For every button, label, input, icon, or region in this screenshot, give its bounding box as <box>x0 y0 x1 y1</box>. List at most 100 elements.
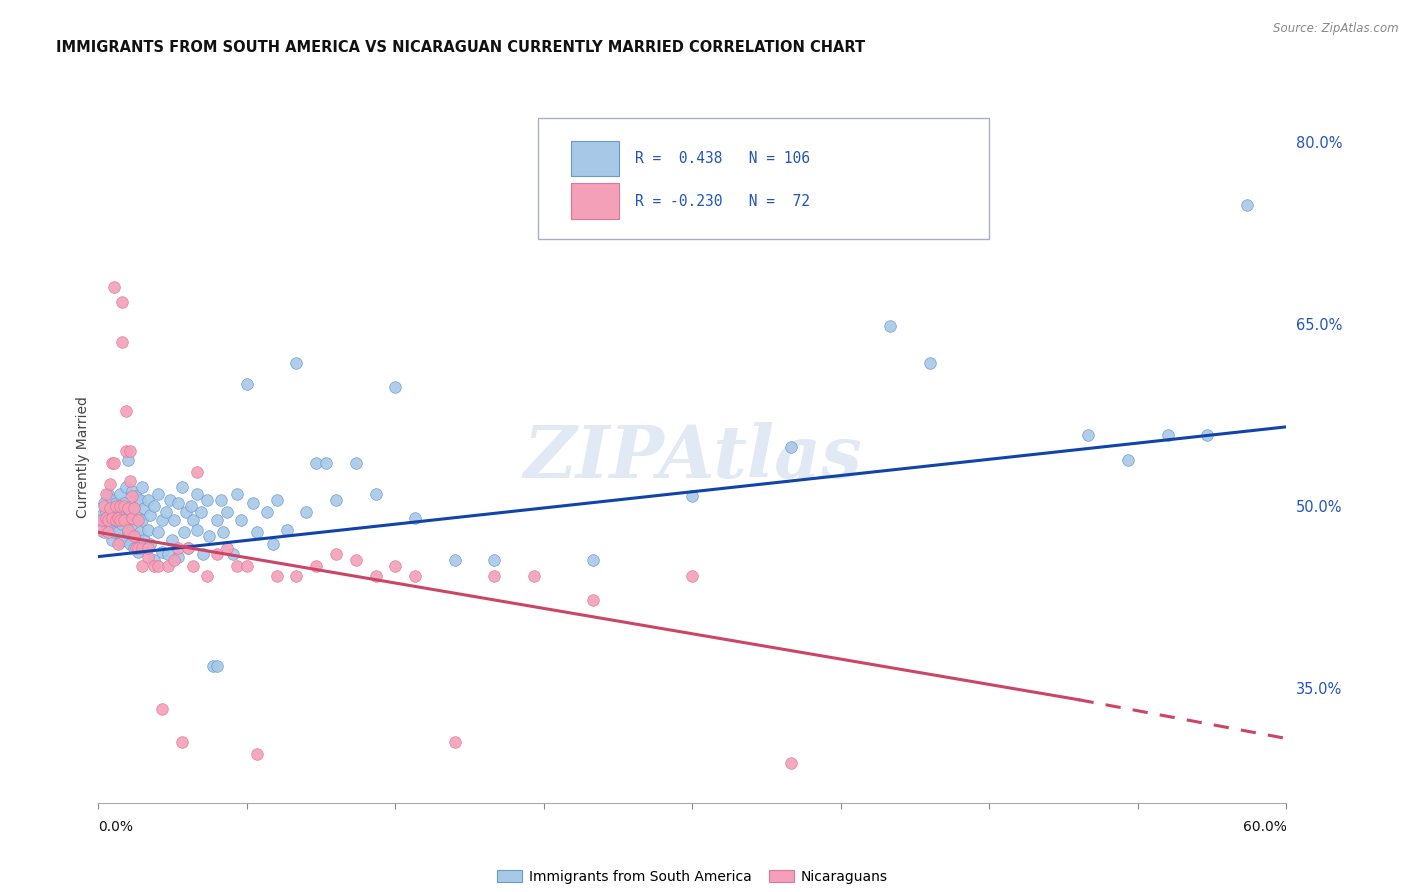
Point <box>115 404 138 418</box>
Point <box>1236 198 1258 212</box>
Point <box>122 501 145 516</box>
Point <box>131 541 153 555</box>
Point <box>97 513 120 527</box>
Point <box>97 525 120 540</box>
Text: R =  0.438   N = 106: R = 0.438 N = 106 <box>636 151 810 166</box>
Point <box>131 559 153 574</box>
Point <box>295 505 318 519</box>
Point <box>150 702 173 716</box>
Point <box>101 510 124 524</box>
Point <box>132 533 155 547</box>
Point <box>97 486 120 500</box>
Point <box>132 501 155 516</box>
Point <box>136 523 159 537</box>
Point <box>112 533 135 547</box>
Point <box>146 559 169 574</box>
Point <box>98 501 121 516</box>
Point <box>139 508 162 523</box>
Point <box>920 355 942 369</box>
Point <box>111 334 134 349</box>
Point <box>444 735 467 749</box>
Point <box>96 510 118 524</box>
Point <box>186 523 208 537</box>
Point <box>156 559 179 574</box>
Point <box>121 510 143 524</box>
Point <box>93 496 115 510</box>
Point <box>98 476 121 491</box>
Point <box>122 529 145 543</box>
Point <box>117 452 139 467</box>
Point <box>131 513 153 527</box>
Point <box>105 513 128 527</box>
Point <box>229 513 252 527</box>
Point <box>198 529 221 543</box>
Point <box>256 505 278 519</box>
Point <box>384 380 406 394</box>
Bar <box>571 184 619 219</box>
Point <box>217 505 239 519</box>
Point <box>163 513 186 527</box>
Point <box>108 499 131 513</box>
Point <box>183 513 205 527</box>
Point <box>103 505 125 519</box>
Point <box>129 525 152 540</box>
Point <box>136 492 159 507</box>
Point <box>780 756 803 770</box>
Point <box>160 533 183 547</box>
Point <box>183 559 205 574</box>
Point <box>136 541 159 555</box>
Point <box>101 492 124 507</box>
Point <box>107 525 129 540</box>
Point <box>131 480 153 494</box>
Point <box>209 492 232 507</box>
Point <box>207 658 229 673</box>
Point <box>105 513 128 527</box>
Point <box>156 547 179 561</box>
Point <box>180 499 202 513</box>
Point <box>91 508 114 523</box>
Point <box>142 559 165 574</box>
Point <box>582 553 605 567</box>
Point <box>96 486 118 500</box>
Point <box>108 535 131 549</box>
Point <box>170 735 193 749</box>
Point <box>117 501 139 516</box>
Point <box>174 505 197 519</box>
Point <box>107 508 129 523</box>
Point <box>682 569 704 583</box>
Point <box>89 513 111 527</box>
Point <box>97 513 120 527</box>
Point <box>246 747 269 762</box>
Point <box>384 559 406 574</box>
Point <box>484 569 506 583</box>
Point <box>364 486 387 500</box>
Point <box>582 593 605 607</box>
Point <box>315 456 337 470</box>
Point <box>325 547 347 561</box>
Point <box>207 513 229 527</box>
Point <box>115 480 138 494</box>
Point <box>155 505 177 519</box>
Point <box>173 525 195 540</box>
Point <box>344 553 367 567</box>
Point <box>112 499 135 513</box>
Point <box>121 484 143 499</box>
Point <box>879 319 901 334</box>
Point <box>222 547 245 561</box>
Point <box>444 553 467 567</box>
Point <box>404 569 426 583</box>
Point <box>159 492 181 507</box>
Point <box>111 501 134 516</box>
Point <box>523 569 546 583</box>
Point <box>285 569 308 583</box>
Point <box>96 505 118 519</box>
Point <box>207 547 229 561</box>
Point <box>344 456 367 470</box>
Point <box>190 505 212 519</box>
Point <box>325 492 347 507</box>
Point <box>142 553 165 567</box>
Text: 0.0%: 0.0% <box>98 821 134 834</box>
Point <box>285 355 308 369</box>
Point <box>1156 428 1178 442</box>
FancyBboxPatch shape <box>538 119 990 239</box>
